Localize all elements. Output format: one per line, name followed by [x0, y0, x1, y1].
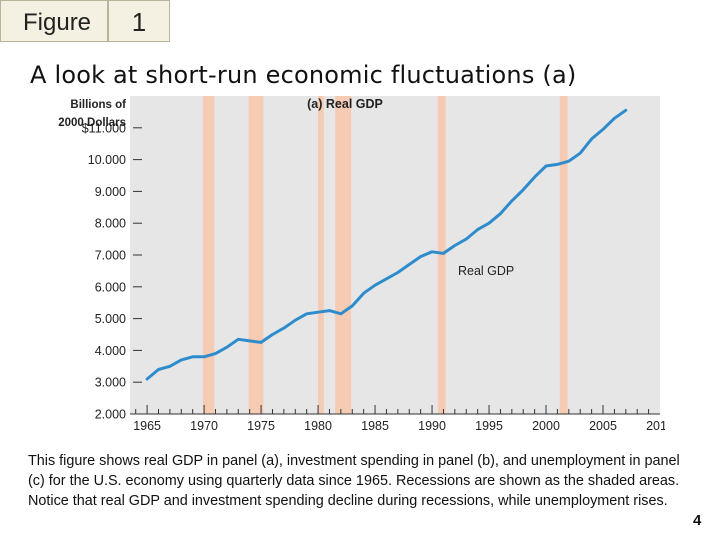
figure-caption: This figure shows real GDP in panel (a),… — [28, 453, 680, 509]
recession-band-2 — [318, 96, 324, 414]
recession-shading-group — [202, 96, 568, 414]
plot-area — [130, 96, 660, 414]
recession-band-0 — [202, 96, 215, 414]
recession-band-3 — [335, 96, 352, 414]
y-tick-label-1: 3.000 — [95, 376, 126, 390]
x-tick-label-1: 1970 — [190, 419, 218, 433]
x-tick-label-7: 2000 — [532, 419, 560, 433]
recession-band-1 — [248, 96, 264, 414]
figure-label-box: Figure — [0, 0, 108, 42]
x-tick-labels: 1965 1970 1975 1980 1985 1990 1995 2000 2005 2010 — [133, 419, 665, 433]
x-tick-label-3: 1980 — [304, 419, 332, 433]
recession-band-5 — [559, 96, 568, 414]
x-tick-label-5: 1990 — [418, 419, 446, 433]
x-tick-label-9: 2010 — [646, 419, 665, 433]
real-gdp-chart: Billions of 2000 Dollars (a) Real GDP 2.… — [58, 96, 665, 433]
y-tick-label-8: 10.000 — [88, 153, 126, 167]
y-tick-label-4: 6.000 — [95, 280, 126, 294]
y-tick-label-9: $11.000 — [82, 121, 126, 135]
y-tick-label-3: 5.000 — [95, 312, 126, 326]
series-label: Real GDP — [458, 264, 514, 278]
real-gdp-line — [145, 108, 628, 381]
x-tick-label-6: 1995 — [475, 419, 503, 433]
y-tick-label-7: 9.000 — [95, 185, 126, 199]
y-axis-label-line1: Billions of — [70, 99, 126, 111]
y-tick-labels: 2.000 3.000 4.000 5.000 6.000 7.000 8.000 9.000… — [82, 121, 126, 421]
y-tick-label-6: 8.000 — [95, 217, 126, 231]
chart-title: (a) Real GDP — [307, 97, 383, 111]
figure-number: 1 — [108, 0, 170, 42]
x-tick-label-8: 2005 — [589, 419, 617, 433]
slide-title: A look at short-run economic fluctuation… — [30, 61, 577, 89]
figure-label: Figure — [23, 9, 92, 36]
y-tick-label-5: 7.000 — [95, 249, 126, 263]
x-tick-label-4: 1985 — [361, 419, 389, 433]
y-tick-label-2: 4.000 — [95, 344, 126, 358]
page-number: 4 — [693, 512, 702, 529]
y-tick-label-0: 2.000 — [95, 408, 126, 422]
y-axis-label-line2: 2000 Dollars — [58, 117, 126, 129]
x-tick-label-0: 1965 — [133, 419, 161, 433]
axis-ticks — [130, 127, 660, 415]
x-tick-label-2: 1975 — [247, 419, 275, 433]
recession-band-4 — [437, 96, 446, 414]
